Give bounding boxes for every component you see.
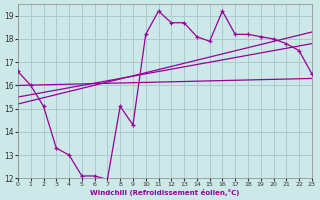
X-axis label: Windchill (Refroidissement éolien,°C): Windchill (Refroidissement éolien,°C) [90, 189, 240, 196]
